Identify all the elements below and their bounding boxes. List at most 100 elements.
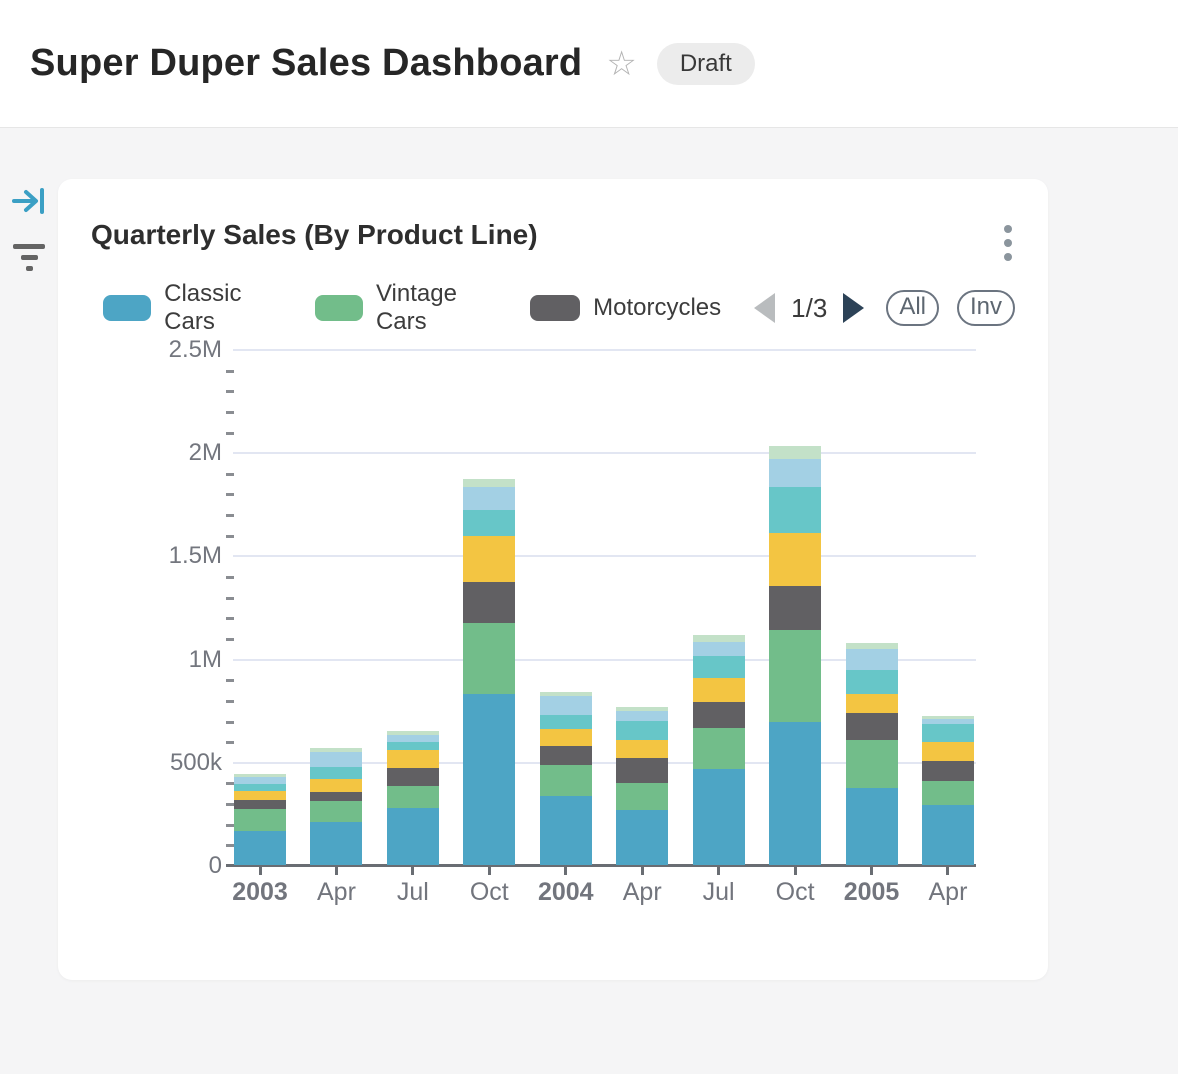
kebab-menu-icon[interactable] (998, 219, 1018, 267)
x-axis-label: Apr (316, 878, 356, 906)
y-axis-label: 2M (188, 439, 222, 467)
bar-segment[interactable] (386, 750, 439, 769)
bar-segment[interactable] (463, 693, 516, 865)
legend-next-icon[interactable] (843, 293, 865, 323)
bar-segment[interactable] (234, 830, 286, 865)
collapse-panel-icon[interactable] (12, 186, 46, 216)
y-axis-minor-tick (226, 369, 234, 373)
bar-segment[interactable] (234, 773, 286, 778)
bar-segment[interactable] (310, 792, 363, 801)
page-header: Super Duper Sales Dashboard ☆ Draft (0, 0, 1178, 128)
bar-segment[interactable] (539, 796, 592, 865)
gridline (233, 349, 976, 351)
x-axis-tick (946, 866, 950, 875)
bar-segment[interactable] (616, 740, 669, 758)
bar-segment[interactable] (769, 446, 822, 460)
bar-segment[interactable] (921, 715, 974, 720)
legend-item[interactable]: Vintage Cars (314, 280, 509, 336)
bar-segment[interactable] (234, 809, 286, 831)
stacked-bar (234, 773, 286, 865)
bar-segment[interactable] (539, 692, 592, 696)
x-axis-tick (334, 866, 338, 875)
bar-segment[interactable] (769, 586, 822, 630)
bar-segment[interactable] (769, 533, 822, 587)
x-axis-label: Jul (702, 878, 735, 906)
bar-segment[interactable] (539, 714, 592, 729)
x-axis-tick (258, 866, 262, 875)
legend-invert-button[interactable]: Inv (956, 290, 1015, 326)
bar-segment[interactable] (386, 768, 439, 786)
bar-segment[interactable] (769, 629, 822, 723)
status-badge: Draft (656, 42, 755, 85)
star-icon[interactable]: ☆ (606, 44, 637, 83)
bar-segment[interactable] (692, 678, 745, 702)
bar-segment[interactable] (769, 459, 822, 487)
y-axis-minor-tick (226, 493, 234, 497)
bar-segment[interactable] (845, 787, 898, 865)
bar-segment[interactable] (463, 623, 516, 694)
bar-segment[interactable] (692, 635, 745, 642)
x-axis-tick (793, 866, 797, 875)
bar-segment[interactable] (692, 727, 745, 770)
bar-segment[interactable] (921, 742, 974, 761)
bar-segment[interactable] (463, 509, 516, 537)
bar-segment[interactable] (463, 486, 516, 510)
bar-segment[interactable] (310, 778, 363, 793)
bar-segment[interactable] (234, 783, 286, 792)
bar-segment[interactable] (921, 781, 974, 805)
bar-segment[interactable] (921, 724, 974, 743)
bar-segment[interactable] (234, 800, 286, 810)
legend-items: Classic Cars Vintage Cars Motorcycles (103, 280, 742, 336)
bar-segment[interactable] (921, 760, 974, 782)
bar-segment[interactable] (921, 719, 974, 725)
y-axis-minor-tick (226, 410, 234, 414)
bar-segment[interactable] (386, 742, 439, 751)
bar-segment[interactable] (616, 757, 669, 784)
bar-segment[interactable] (845, 642, 898, 649)
bar-segment[interactable] (692, 701, 745, 728)
bar-segment[interactable] (616, 720, 669, 741)
bar-segment[interactable] (234, 777, 286, 784)
bar-segment[interactable] (692, 769, 745, 865)
filter-icon[interactable] (12, 244, 46, 274)
stacked-bar (386, 730, 439, 865)
legend-all-button[interactable]: All (886, 290, 939, 326)
bar-segment[interactable] (845, 693, 898, 714)
bar-segment[interactable] (692, 656, 745, 679)
bar-segment[interactable] (463, 478, 516, 487)
bar-segment[interactable] (463, 536, 516, 583)
bar-segment[interactable] (769, 486, 822, 534)
bar-segment[interactable] (539, 764, 592, 797)
bar-segment[interactable] (616, 706, 669, 711)
y-axis-minor-tick (226, 576, 234, 580)
legend-item[interactable]: Motorcycles (530, 294, 721, 322)
bar-segment[interactable] (845, 739, 898, 788)
bar-segment[interactable] (386, 730, 439, 736)
bar-segment[interactable] (386, 735, 439, 743)
bar-segment[interactable] (386, 807, 439, 865)
bar-segment[interactable] (310, 800, 363, 823)
legend-pager: 1/3 (754, 293, 865, 324)
bar-segment[interactable] (845, 713, 898, 740)
legend-prev-icon[interactable] (754, 293, 776, 323)
bar-segment[interactable] (769, 722, 822, 865)
bar-segment[interactable] (539, 746, 592, 765)
bar-segment[interactable] (463, 582, 516, 624)
bar-segment[interactable] (616, 810, 669, 865)
bar-segment[interactable] (310, 751, 363, 767)
bar-segment[interactable] (310, 766, 363, 779)
legend-item[interactable]: Classic Cars (103, 280, 294, 336)
bar-segment[interactable] (845, 669, 898, 694)
bar-segment[interactable] (310, 748, 363, 752)
bar-segment[interactable] (539, 728, 592, 747)
bar-segment[interactable] (616, 710, 669, 721)
legend-label: Motorcycles (593, 294, 722, 321)
bar-segment[interactable] (616, 783, 669, 811)
bar-segment[interactable] (692, 641, 745, 657)
bar-segment[interactable] (539, 696, 592, 715)
bar-segment[interactable] (921, 804, 974, 865)
bar-segment[interactable] (845, 648, 898, 670)
bar-segment[interactable] (310, 822, 363, 865)
bar-segment[interactable] (386, 785, 439, 808)
bar-segment[interactable] (234, 791, 286, 800)
